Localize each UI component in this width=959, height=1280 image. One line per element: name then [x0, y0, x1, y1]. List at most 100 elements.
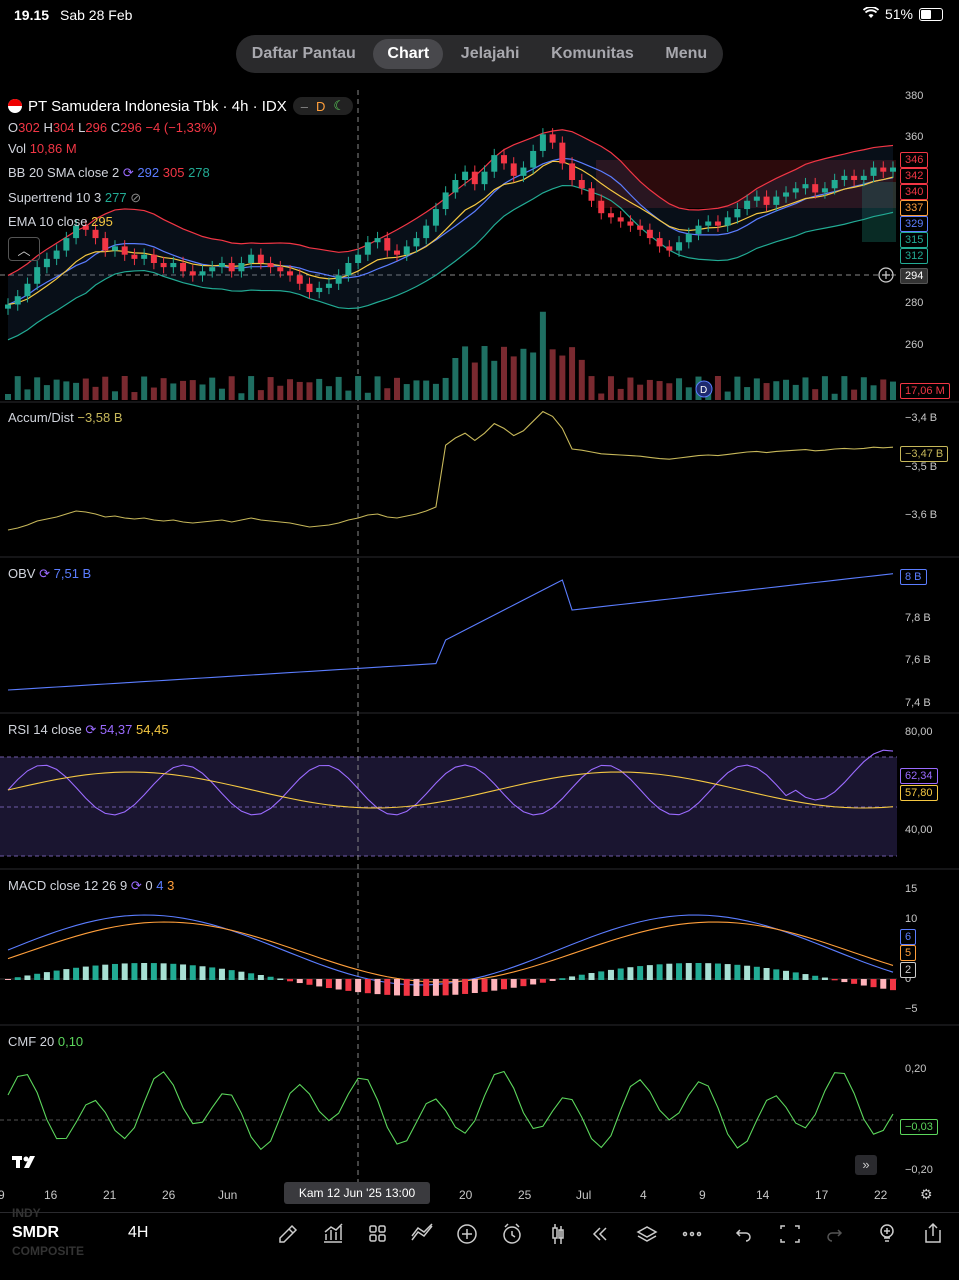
candle-body [462, 171, 469, 180]
bb-legend[interactable]: BB 20 SMA close 2 ⟳ 292 305 278 [8, 165, 210, 180]
macd-line [7, 914, 894, 986]
volume-bar [150, 387, 157, 400]
status-pill[interactable]: – D ☾ [292, 97, 354, 115]
top-nav: Daftar Pantau Chart Jelajahi Komunitas M… [236, 35, 723, 73]
volume-bar [646, 379, 653, 400]
chart-title[interactable]: PT Samudera Indonesia Tbk · 4h · IDX – D… [8, 97, 354, 115]
scroll-to-realtime-button[interactable]: » [855, 1155, 877, 1175]
rsi-legend[interactable]: RSI 14 close ⟳ 54,37 54,45 [8, 722, 169, 737]
volume-bar [432, 383, 439, 400]
ad-axis-label: −3,6 B [905, 509, 938, 521]
redo-icon[interactable] [827, 1229, 843, 1242]
price-tag: 337 [900, 200, 929, 216]
tab-menu[interactable]: Menu [665, 45, 708, 62]
candle-body [705, 221, 712, 226]
macd-histogram-bar [63, 969, 70, 980]
macd-histogram-bar [423, 979, 430, 996]
candle-body [325, 283, 332, 288]
volume-legend[interactable]: Vol 10,86 M [8, 141, 77, 156]
supertrend-legend[interactable]: Supertrend 10 3 277 ⊘ [8, 190, 142, 205]
candle-body [5, 304, 11, 309]
layout-grid-icon[interactable] [369, 1225, 386, 1242]
compare-icon[interactable] [411, 1223, 433, 1241]
ideas-icon[interactable] [880, 1224, 894, 1242]
volume-bar [121, 376, 128, 400]
candle-body [199, 271, 206, 276]
cmf-legend[interactable]: CMF 20 0,10 [8, 1034, 84, 1049]
dividend-marker [695, 380, 713, 398]
x-axis-label: 4 [640, 1188, 647, 1202]
candle-body [607, 213, 614, 218]
macd-histogram-bar [325, 979, 332, 989]
volume-bar [238, 393, 245, 400]
macd-histogram-bar [345, 979, 352, 991]
macd-histogram-bar [442, 979, 449, 996]
macd-legend[interactable]: MACD close 12 26 9 ⟳ 0 4 3 [8, 878, 175, 893]
fullscreen-icon[interactable] [780, 1225, 800, 1243]
undo-icon[interactable] [735, 1229, 751, 1242]
volume-bar [364, 392, 371, 400]
refresh-icon[interactable]: ⟳ [122, 165, 138, 180]
hidden-icon[interactable]: ⊘ [130, 190, 142, 205]
pencil-icon[interactable] [279, 1224, 298, 1243]
dividend-marker-label: D [700, 385, 707, 396]
wifi-icon [862, 6, 880, 22]
candle-body [588, 188, 595, 201]
macd-histogram-bar [744, 965, 751, 980]
candle-body [209, 267, 216, 272]
tab-chart[interactable]: Chart [373, 39, 444, 69]
candle-body [43, 258, 50, 268]
tab-daftar-pantau[interactable]: Daftar Pantau [251, 45, 356, 62]
ad-legend[interactable]: Accum/Dist −3,58 B [8, 410, 123, 425]
macd-histogram-bar [734, 964, 741, 980]
more-icon[interactable] [682, 1231, 702, 1237]
rsi-ma-line [7, 771, 894, 809]
settings-gear-icon[interactable]: ⚙ [920, 1186, 933, 1202]
layers-icon[interactable] [636, 1226, 658, 1242]
interval-button[interactable]: 4H [128, 1224, 149, 1241]
volume-bar [267, 377, 274, 400]
macd-histogram-bar [413, 979, 420, 996]
alarm-icon[interactable] [503, 1223, 521, 1244]
macd-axis-label: 10 [905, 913, 918, 925]
macd-histogram-bar [520, 979, 527, 987]
macd-histogram-bar [773, 969, 780, 980]
ema-legend[interactable]: EMA 10 close 295 [8, 214, 113, 229]
candle-body [160, 263, 167, 268]
volume-bar [763, 383, 770, 400]
candle-body [92, 229, 99, 239]
add-icon[interactable] [457, 1224, 477, 1244]
macd-histogram-bar [452, 979, 459, 995]
candles-icon[interactable] [552, 1224, 564, 1244]
obv-line [7, 573, 894, 691]
symbol-button[interactable]: SMDR [12, 1224, 60, 1241]
candle-body [432, 209, 439, 226]
macd-histogram-bar [471, 979, 478, 994]
volume-bar [783, 379, 790, 400]
ad-line [7, 410, 894, 531]
volume-bar [170, 383, 177, 400]
tab-komunitas[interactable]: Komunitas [551, 45, 634, 62]
candle-body [753, 196, 760, 201]
replay-icon[interactable] [592, 1227, 607, 1241]
indicators-icon[interactable] [324, 1223, 343, 1243]
tab-jelajahi[interactable]: Jelajahi [460, 45, 520, 62]
candle-body [763, 196, 770, 205]
collapse-legend-button[interactable]: ︿ [8, 237, 40, 261]
candle-body [73, 225, 80, 239]
volume-bar [792, 384, 799, 400]
obv-legend[interactable]: OBV ⟳ 7,51 B [8, 566, 92, 581]
macd-histogram-bar [666, 963, 673, 980]
macd-histogram-bar [306, 979, 313, 985]
volume-bar [92, 386, 99, 400]
dash-icon: – [300, 98, 308, 114]
share-icon[interactable] [925, 1222, 941, 1243]
bb-upper-line [7, 129, 894, 276]
macd-histogram-bar [209, 967, 216, 980]
candle-body [53, 250, 60, 259]
price-chart[interactable]: D [0, 0, 959, 1212]
candle-body [121, 246, 128, 255]
composite-watermark: COMPOSITE [12, 1244, 85, 1258]
volume-bar [63, 381, 70, 400]
x-axis-label: Jun [218, 1188, 238, 1202]
